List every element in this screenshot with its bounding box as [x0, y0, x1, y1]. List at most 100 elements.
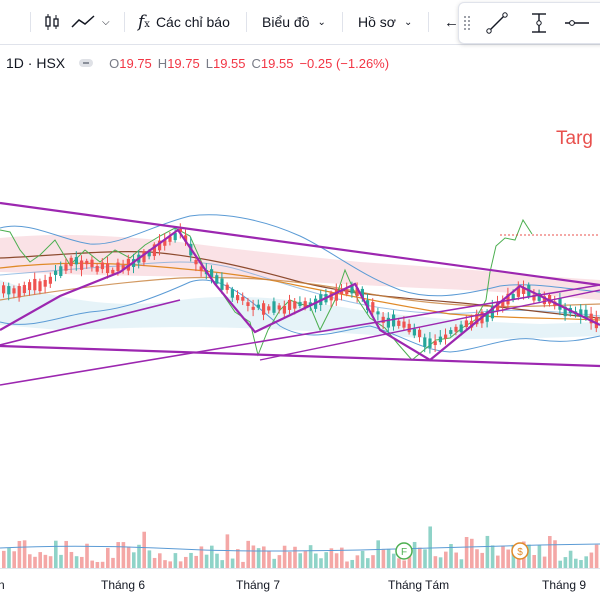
- volume-bar: [85, 543, 89, 568]
- volume-bar: [163, 560, 167, 568]
- volume-bar: [298, 553, 302, 568]
- volume-bar: [568, 550, 573, 568]
- volume-bar: [490, 545, 495, 568]
- volume-bar: [38, 552, 42, 568]
- volume-bar: [64, 540, 68, 568]
- candle-body: [74, 257, 78, 265]
- candle-body: [111, 269, 115, 274]
- volume-bar: [74, 556, 79, 568]
- horizontal-line-icon[interactable]: [563, 11, 591, 35]
- volume-bar: [418, 547, 422, 568]
- volume-bar: [464, 536, 469, 568]
- candle-body: [386, 317, 390, 328]
- line-tool-icon[interactable]: [485, 11, 509, 35]
- candle-body: [43, 279, 47, 287]
- volume-bar: [438, 557, 443, 568]
- candle-body: [163, 239, 167, 246]
- volume-bar: [7, 547, 11, 568]
- candle-body: [537, 293, 541, 301]
- volume-ma-line: [0, 543, 600, 552]
- measure-icon[interactable]: [527, 11, 551, 35]
- drag-handle-icon[interactable]: [463, 15, 471, 31]
- toolbar-separator: [124, 12, 125, 32]
- candle-body: [496, 302, 500, 311]
- candle-body: [54, 270, 58, 275]
- volume-bar: [319, 558, 323, 568]
- chevron-down-icon[interactable]: ⌵: [102, 16, 110, 28]
- candle-body: [293, 301, 297, 309]
- volume-bar: [111, 557, 115, 568]
- candle-body: [152, 244, 156, 257]
- volume-bar: [345, 561, 349, 568]
- line-chart-icon[interactable]: [70, 0, 96, 44]
- volume-bar: [2, 550, 6, 568]
- function-icon: fx: [138, 12, 150, 32]
- volume-bar: [194, 555, 198, 568]
- chart-menu-button[interactable]: Biểu đồ ⌄: [262, 0, 326, 44]
- candle-body: [59, 266, 63, 276]
- volume-bar: [236, 549, 240, 568]
- volume-bar: [444, 551, 448, 568]
- candle-body: [168, 236, 172, 242]
- candle-body: [7, 286, 11, 295]
- time-axis[interactable]: n Tháng 6 Tháng 7 Tháng Tám Tháng 9: [0, 568, 600, 601]
- dividend-event-marker[interactable]: $: [511, 542, 529, 560]
- change-value: −0.25 (−1.26%): [299, 55, 390, 71]
- candle-body: [69, 257, 73, 267]
- volume-bar: [184, 556, 188, 568]
- candle-body: [95, 266, 99, 272]
- volume-bar: [272, 558, 276, 568]
- candle-body: [428, 338, 432, 348]
- volume-bar: [199, 546, 204, 568]
- candle-body: [454, 326, 458, 332]
- volume-bar: [423, 549, 427, 568]
- volume-bar: [433, 556, 438, 568]
- target-annotation[interactable]: Targ: [556, 128, 593, 149]
- candle-body: [340, 289, 344, 294]
- high-label: H: [157, 55, 168, 71]
- candle-body: [412, 328, 416, 336]
- chevron-down-icon: ⌄: [317, 16, 326, 28]
- volume-bar: [516, 552, 521, 568]
- volume-bar: [324, 552, 328, 568]
- volume-bar: [106, 547, 110, 568]
- candle-body: [116, 262, 120, 271]
- candle-body: [158, 240, 162, 251]
- volume-bar: [428, 526, 432, 568]
- candle-body: [251, 306, 255, 310]
- toolbar-separator: [246, 12, 247, 32]
- volume-bar: [256, 548, 261, 568]
- profile-menu-button[interactable]: Hồ sơ ⌄: [358, 0, 412, 44]
- volume-bar: [121, 542, 126, 568]
- volume-bar: [392, 553, 396, 568]
- volume-bar: [397, 558, 401, 568]
- volume-bar: [527, 544, 531, 568]
- candle-body: [345, 289, 349, 295]
- candle-body: [303, 301, 307, 309]
- low-label: L: [205, 55, 213, 71]
- volume-bar: [360, 550, 365, 568]
- financial-event-marker[interactable]: F: [395, 542, 413, 560]
- symbol-legend: 1D · HSX O 19.75 H 19.75 L 19.55 C 19.55 −0.…: [0, 52, 395, 74]
- candle-body: [532, 294, 536, 301]
- volume-bar: [59, 554, 63, 568]
- legend-toggle-icon[interactable]: [79, 59, 94, 67]
- volume-bar: [563, 557, 568, 568]
- volume-bar: [95, 561, 100, 568]
- volume-bar: [454, 552, 458, 568]
- candle-body: [334, 289, 338, 301]
- candles-icon[interactable]: [42, 0, 62, 44]
- volume-bar: [480, 552, 484, 568]
- volume-bar: [168, 561, 172, 568]
- undo-icon[interactable]: ←: [444, 13, 459, 31]
- interval-exchange-label[interactable]: 1D · HSX: [6, 55, 66, 71]
- volume-bar: [215, 553, 219, 568]
- candle-body: [589, 313, 593, 324]
- toolbar-separator: [342, 12, 343, 32]
- dividend-marker-text: $: [517, 547, 523, 558]
- pattern-lines[interactable]: [0, 201, 600, 386]
- volume-bar: [594, 544, 599, 568]
- indicators-button[interactable]: fx Các chỉ báo: [138, 0, 230, 44]
- volume-bar: [220, 560, 224, 568]
